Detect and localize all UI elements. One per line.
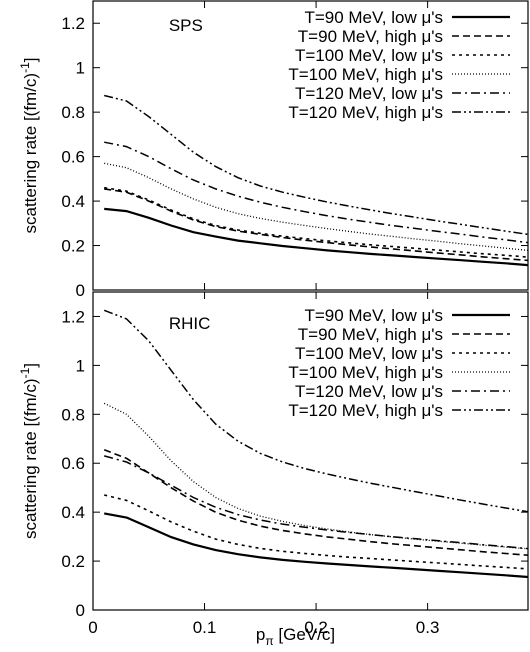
series-line-1 <box>104 207 529 267</box>
y-tick-label: 0 <box>76 601 85 620</box>
y-tick-label: 0.4 <box>61 503 85 522</box>
series-line-6 <box>104 94 529 236</box>
y-tick-label: 0.6 <box>61 148 85 167</box>
x-tick-label: 0.2 <box>304 618 328 637</box>
series-line-1 <box>104 512 529 579</box>
x-tick-label: 0.1 <box>193 618 217 637</box>
y-tick-label: 1.2 <box>61 307 85 326</box>
series-line-6 <box>103 309 529 513</box>
y-axis-title: scattering rate [(fm/c)-1] <box>18 363 40 539</box>
x-tick-label: 0.3 <box>416 618 440 637</box>
panel-label: RHIC <box>169 314 211 333</box>
legend-label: T=120 MeV, low μ's <box>295 84 443 103</box>
y-tick-label: 0.6 <box>61 454 85 473</box>
y-axis-title-superscript: -1 <box>18 367 32 378</box>
x-axis-title-end: [GeV/c] <box>274 625 335 644</box>
y-tick-label: 1 <box>76 356 85 375</box>
y-axis-title-text: scattering rate [(fm/c) <box>21 73 40 234</box>
y-tick-label: 0 <box>76 281 85 300</box>
plots: 0 0.2 0.4 0.6 0.8 1 1.2 scattering rate [(fm/c)… <box>18 0 529 648</box>
series-line-5 <box>104 141 529 244</box>
legend-label: T=100 MeV, low μ's <box>295 46 443 65</box>
series-line-5 <box>104 455 529 550</box>
series-line-3 <box>104 186 529 258</box>
legend-label: T=100 MeV, low μ's <box>295 344 443 363</box>
y-tick-label: 1 <box>76 59 85 78</box>
y-axis-title-end: ] <box>21 363 40 368</box>
y-axis-title-text: scattering rate [(fm/c) <box>21 378 40 539</box>
legend-label: T=90 MeV, low μ's <box>304 306 443 325</box>
y-tick-label: 0.2 <box>61 552 85 571</box>
legend-label: T=90 MeV, high μ's <box>298 27 443 46</box>
y-tick-label: 0.8 <box>61 405 85 424</box>
legend-label: T=120 MeV, low μ's <box>295 382 443 401</box>
legend-label: T=90 MeV, high μ's <box>298 325 443 344</box>
x-tick-label: 0 <box>88 618 97 637</box>
x-axis-title-subscript: π <box>265 634 273 648</box>
y-tick-label: 0.2 <box>61 237 85 256</box>
plot-frame <box>92 291 529 611</box>
legend-label: T=120 MeV, high μ's <box>288 401 443 420</box>
legend-label: T=100 MeV, high μ's <box>288 65 443 84</box>
y-axis-title-end: ] <box>21 57 40 62</box>
panel-rhic: 0 0.2 0.4 0.6 0.8 1 1.2 0 0.1 0.2 0.3 scattering ra… <box>18 291 529 648</box>
y-tick-label: 0.4 <box>61 192 85 211</box>
x-axis-title-text: p <box>256 625 265 644</box>
series-line-4 <box>103 402 529 550</box>
y-tick-label: 0.8 <box>61 103 85 122</box>
y-tick-label: 1.2 <box>61 14 85 33</box>
x-axis-title: pπ [GeV/c] <box>256 625 335 648</box>
legend-label: T=100 MeV, high μ's <box>288 363 443 382</box>
y-axis-title: scattering rate [(fm/c)-1] <box>18 57 40 233</box>
plot-frame <box>92 0 529 291</box>
legend-label: T=120 MeV, high μ's <box>288 103 443 122</box>
panel-label: SPS <box>169 16 203 35</box>
legend-label: T=90 MeV, low μ's <box>304 8 443 27</box>
y-axis-title-superscript: -1 <box>18 62 32 73</box>
series-line-2 <box>103 449 529 556</box>
panel-sps: 0 0.2 0.4 0.6 0.8 1 1.2 scattering rate [(fm/c)… <box>18 0 529 300</box>
series-line-4 <box>104 162 529 252</box>
